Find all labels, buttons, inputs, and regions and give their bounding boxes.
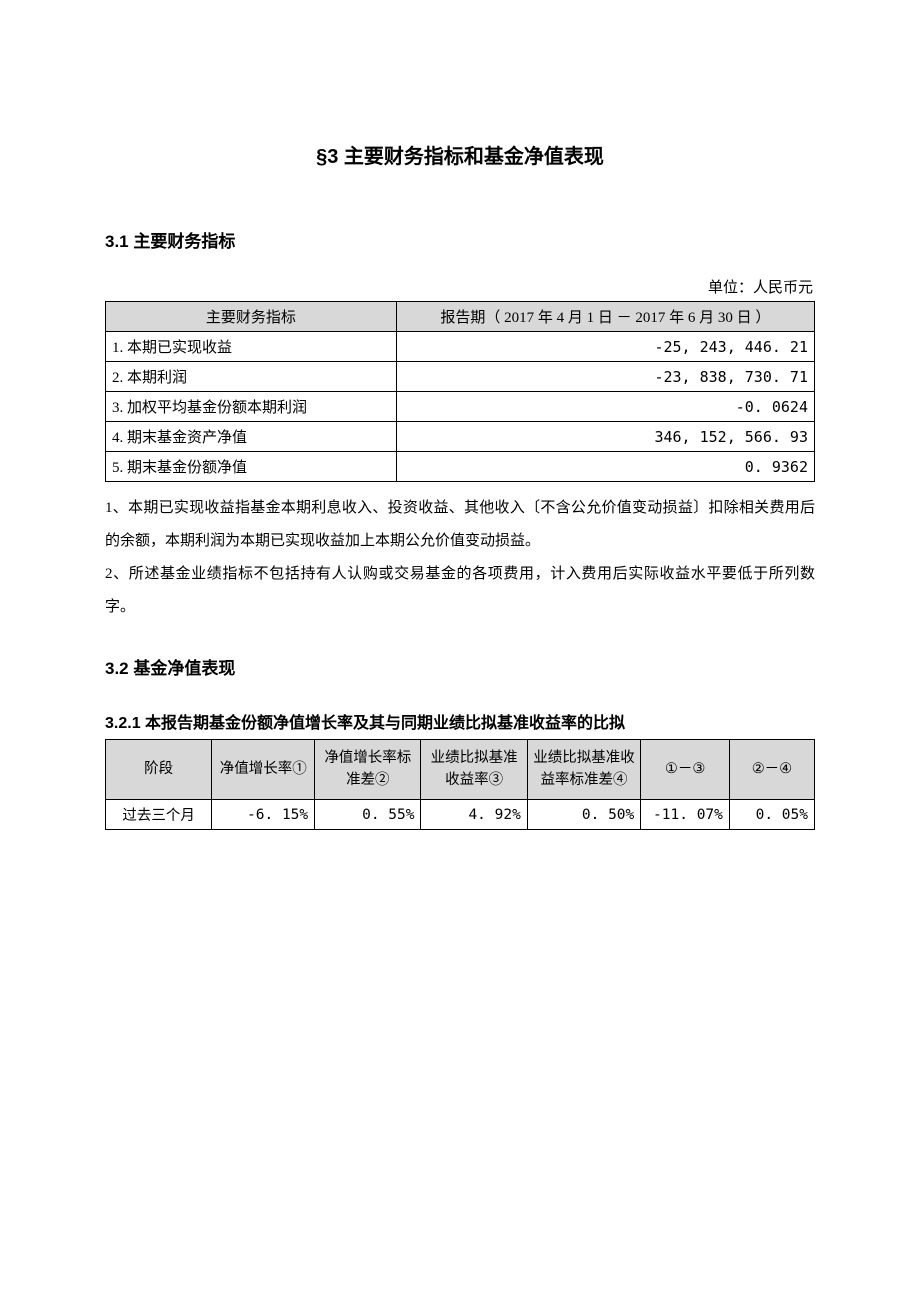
perf-v6: 0. 05% bbox=[729, 800, 814, 830]
perf-h6: ①－③ bbox=[641, 740, 730, 800]
perf-h2: 净值增长率① bbox=[212, 740, 315, 800]
perf-v1: -6. 15% bbox=[212, 800, 315, 830]
row-value: -25, 243, 446. 21 bbox=[396, 332, 814, 362]
table-row: 5. 期末基金份额净值 0. 9362 bbox=[106, 452, 815, 482]
subsection-3-2-1-title: 3.2.1 本报告期基金份额净值增长率及其与同期业绩比拟基准收益率的比拟 bbox=[105, 709, 815, 733]
notes-block: 1、本期已实现收益指基金本期利息收入、投资收益、其他收入〔不含公允价值变动损益〕… bbox=[105, 492, 815, 624]
perf-header-row: 阶段 净值增长率① 净值增长率标准差② 业绩比拟基准收益率③ 业绩比拟基准收益率… bbox=[106, 740, 815, 800]
row-value: 0. 9362 bbox=[396, 452, 814, 482]
row-value: -23, 838, 730. 71 bbox=[396, 362, 814, 392]
perf-v3: 4. 92% bbox=[421, 800, 527, 830]
note-1: 1、本期已实现收益指基金本期利息收入、投资收益、其他收入〔不含公允价值变动损益〕… bbox=[105, 492, 815, 558]
perf-period: 过去三个月 bbox=[106, 800, 212, 830]
row-label: 4. 期末基金资产净值 bbox=[106, 422, 397, 452]
perf-v4: 0. 50% bbox=[527, 800, 640, 830]
perf-v5: -11. 07% bbox=[641, 800, 730, 830]
financial-indicators-table: 主要财务指标 报告期（ 2017 年 4 月 1 日 － 2017 年 6 月 … bbox=[105, 301, 815, 482]
perf-h1: 阶段 bbox=[106, 740, 212, 800]
header-indicator: 主要财务指标 bbox=[106, 302, 397, 332]
perf-h4: 业绩比拟基准收益率③ bbox=[421, 740, 527, 800]
subsection-3-2-title: 3.2 基金净值表现 bbox=[105, 654, 815, 679]
table-row: 4. 期末基金资产净值 346, 152, 566. 93 bbox=[106, 422, 815, 452]
note-2: 2、所述基金业绩指标不包括持有人认购或交易基金的各项费用，计入费用后实际收益水平… bbox=[105, 558, 815, 624]
perf-data-row: 过去三个月 -6. 15% 0. 55% 4. 92% 0. 50% -11. … bbox=[106, 800, 815, 830]
perf-v2: 0. 55% bbox=[315, 800, 421, 830]
header-period: 报告期（ 2017 年 4 月 1 日 － 2017 年 6 月 30 日 ） bbox=[396, 302, 814, 332]
row-value: -0. 0624 bbox=[396, 392, 814, 422]
table-row: 2. 本期利润 -23, 838, 730. 71 bbox=[106, 362, 815, 392]
perf-h5: 业绩比拟基准收益率标准差④ bbox=[527, 740, 640, 800]
row-value: 346, 152, 566. 93 bbox=[396, 422, 814, 452]
table-row: 1. 本期已实现收益 -25, 243, 446. 21 bbox=[106, 332, 815, 362]
row-label: 1. 本期已实现收益 bbox=[106, 332, 397, 362]
table-header-row: 主要财务指标 报告期（ 2017 年 4 月 1 日 － 2017 年 6 月 … bbox=[106, 302, 815, 332]
subsection-3-1-title: 3.1 主要财务指标 bbox=[105, 227, 815, 252]
perf-h7: ②－④ bbox=[729, 740, 814, 800]
unit-label: 单位：人民币元 bbox=[105, 276, 815, 297]
performance-table: 阶段 净值增长率① 净值增长率标准差② 业绩比拟基准收益率③ 业绩比拟基准收益率… bbox=[105, 739, 815, 830]
row-label: 2. 本期利润 bbox=[106, 362, 397, 392]
perf-h3: 净值增长率标准差② bbox=[315, 740, 421, 800]
section-title: §3 主要财务指标和基金净值表现 bbox=[105, 140, 815, 169]
table-row: 3. 加权平均基金份额本期利润 -0. 0624 bbox=[106, 392, 815, 422]
row-label: 5. 期末基金份额净值 bbox=[106, 452, 397, 482]
row-label: 3. 加权平均基金份额本期利润 bbox=[106, 392, 397, 422]
